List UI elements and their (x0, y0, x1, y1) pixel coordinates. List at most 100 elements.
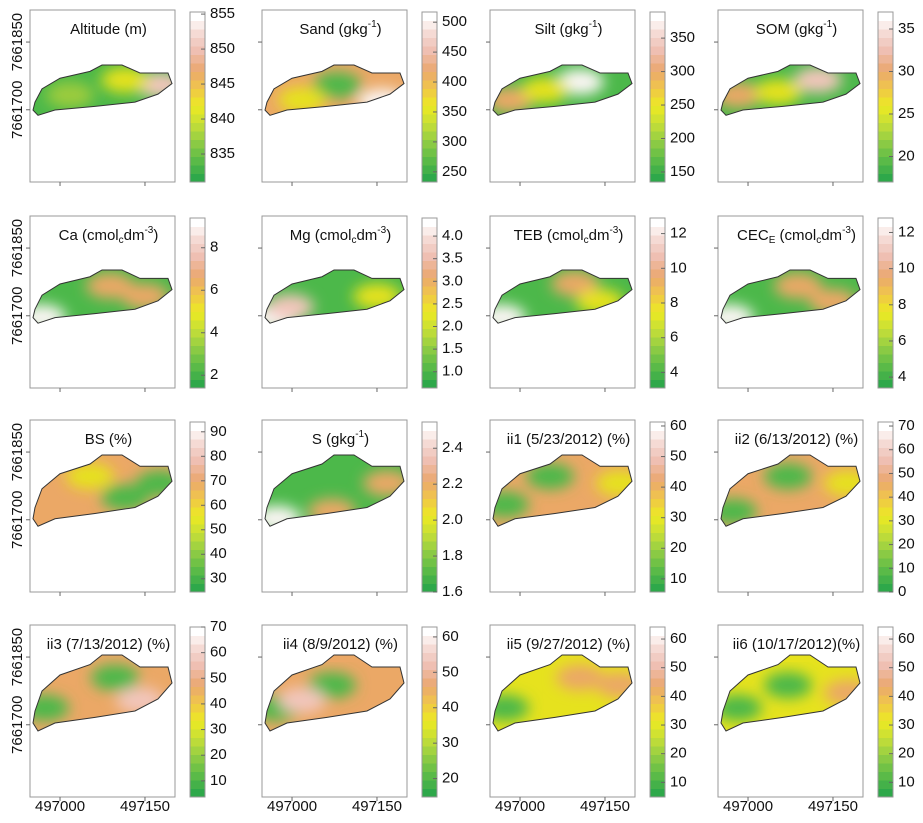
title-part: dm (356, 227, 377, 244)
map-blob (136, 470, 184, 496)
colorbar-step (190, 704, 205, 713)
colorbar-step (422, 148, 437, 157)
colorbar-step (878, 55, 893, 64)
colorbar-step (422, 644, 437, 653)
colorbar-step (422, 165, 437, 174)
map-blob (481, 492, 529, 518)
colorbar-label: 2.0 (442, 317, 463, 334)
colorbar-label: 40 (898, 687, 915, 704)
colorbar-step (650, 567, 665, 576)
colorbar-label: 3.5 (442, 250, 463, 267)
colorbar-step (422, 448, 437, 457)
colorbar-step (878, 636, 893, 645)
colorbar-step (878, 244, 893, 253)
colorbar-label: 4 (210, 324, 218, 341)
colorbar-step (878, 712, 893, 721)
colorbar-step (422, 439, 437, 448)
colorbar-step (650, 269, 665, 278)
colorbar-step (422, 295, 437, 304)
title-part: ) (618, 227, 623, 244)
title-part: (cmol (775, 227, 816, 244)
map-blob (116, 687, 164, 713)
colorbar-step (190, 123, 205, 132)
colorbar-step (422, 97, 437, 106)
colorbar-step (422, 320, 437, 329)
colorbar-step (190, 482, 205, 491)
colorbar-label: 40 (210, 545, 227, 562)
colorbar-step (422, 286, 437, 295)
colorbar-step (422, 354, 437, 363)
figure: 76617007661850Altitude (m)83584084585085… (0, 0, 923, 818)
colorbar-step (422, 422, 437, 431)
colorbar-step (190, 354, 205, 363)
colorbar-step (190, 567, 205, 576)
map-blob (363, 470, 411, 496)
colorbar-label: 10 (210, 772, 227, 789)
panel-title: BS (%) (85, 431, 133, 448)
colorbar-label: 250 (442, 163, 467, 180)
colorbar-label: 60 (670, 630, 687, 647)
colorbar-step (422, 473, 437, 482)
colorbar-label: 500 (442, 13, 467, 30)
colorbar-label: 3.0 (442, 272, 463, 289)
colorbar-step (650, 661, 665, 670)
x-tick-label: 497000 (267, 798, 317, 815)
colorbar-label: 350 (670, 29, 695, 46)
colorbar-step (190, 789, 205, 798)
colorbar-step (190, 269, 205, 278)
title-part: SOM (gkg (756, 21, 824, 38)
colorbar-label: 350 (442, 103, 467, 120)
colorbar-step (422, 738, 437, 747)
colorbar-step (878, 174, 893, 183)
colorbar-step (650, 174, 665, 183)
colorbar-step (422, 106, 437, 115)
map-blob (46, 82, 94, 108)
colorbar-label: 10 (670, 773, 687, 790)
colorbar-label: 840 (210, 110, 235, 127)
colorbar-step (878, 80, 893, 89)
colorbar-step (190, 780, 205, 789)
colorbar-label: 300 (670, 63, 695, 80)
colorbar-label: 50 (442, 663, 459, 680)
colorbar-label: 60 (210, 496, 227, 513)
colorbar-label: 20 (442, 770, 459, 787)
colorbar-step (190, 627, 205, 636)
colorbar-step (190, 653, 205, 662)
colorbar-step (422, 63, 437, 72)
colorbar-step (190, 712, 205, 721)
colorbar-label: 40 (442, 699, 459, 716)
colorbar-step (878, 687, 893, 696)
colorbar-label: 300 (442, 133, 467, 150)
colorbar-step (878, 644, 893, 653)
colorbar-step (422, 780, 437, 789)
colorbar-step (422, 140, 437, 149)
colorbar-label: 10 (670, 570, 687, 587)
colorbar-step (878, 584, 893, 593)
colorbar-step (650, 729, 665, 738)
colorbar-label: 50 (670, 448, 687, 465)
colorbar-step (190, 140, 205, 149)
colorbar-step (650, 227, 665, 236)
colorbar-step (650, 278, 665, 287)
colorbar-step (190, 218, 205, 227)
colorbar-step (878, 148, 893, 157)
colorbar-step (650, 148, 665, 157)
colorbar-step (422, 729, 437, 738)
map-blob (521, 77, 569, 103)
colorbar-step (650, 346, 665, 355)
panel-title: ii3 (7/13/2012) (%) (47, 636, 170, 653)
colorbar-step (190, 38, 205, 47)
colorbar-step (650, 354, 665, 363)
colorbar-label: 30 (210, 721, 227, 738)
colorbar-step (190, 507, 205, 516)
colorbar-step (422, 584, 437, 593)
colorbar-step (422, 131, 437, 140)
colorbar-label: 1.5 (442, 340, 463, 357)
x-tick-label: 497000 (495, 798, 545, 815)
colorbar-step (190, 363, 205, 372)
colorbar-step (650, 772, 665, 781)
colorbar-step (650, 456, 665, 465)
map-blob (709, 499, 757, 525)
y-tick-label: 7661700 (9, 491, 26, 549)
colorbar-step (422, 456, 437, 465)
